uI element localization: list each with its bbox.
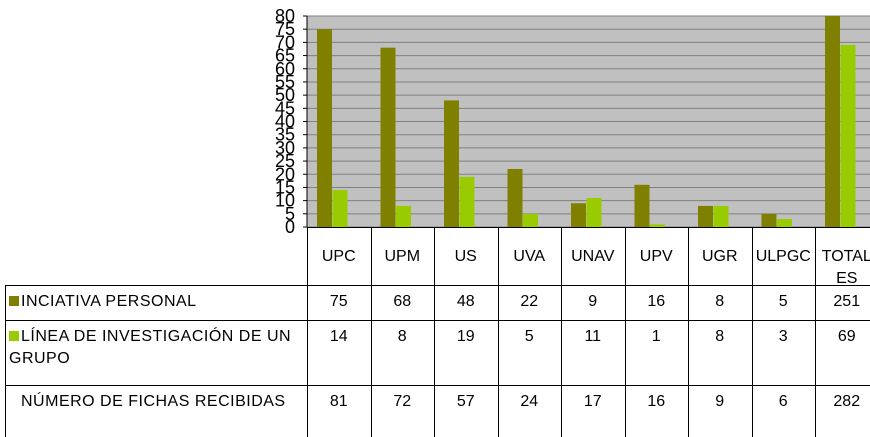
bar [332,190,348,227]
y-tick-label: 5 [285,204,295,224]
bar [713,205,729,227]
table-line [307,227,308,437]
category-label: TOTALES [821,248,870,287]
legend-entry: LÍNEA DE INVESTIGACIÓN DE UN GRUPO [9,326,301,370]
y-tick-label: 65 [275,46,295,66]
table-line [5,285,6,437]
table-value: 81 [329,393,348,410]
y-tick-label: 55 [275,72,295,92]
table-value: 5 [778,293,788,310]
legend-swatch [9,331,19,341]
table-value: 8 [397,328,407,345]
table-value: 16 [647,393,666,410]
category-label: UPM [384,248,421,265]
table-value: 17 [583,393,602,410]
bar [571,203,586,227]
table-value: 16 [647,293,666,310]
table-value: 19 [456,328,475,345]
bars [317,16,856,227]
table-value: 8 [715,293,725,310]
table-line [815,227,816,437]
category-label: US [454,248,477,265]
bar [825,16,840,227]
table-line [5,320,870,321]
table-value: 9 [715,393,725,410]
bar [459,176,475,227]
y-tick-label: 15 [275,177,295,197]
table-value: 75 [329,293,348,310]
legend-entry: NÚMERO DE FICHAS RECIBIDAS [9,391,301,413]
table-value: 282 [833,393,861,410]
bar [650,224,665,227]
legend-label: INCIATIVA PERSONAL [21,293,197,310]
table-value: 1 [651,328,661,345]
table-value: 3 [778,328,788,345]
legend-swatch [9,396,19,406]
bar [380,47,396,227]
table-line [625,227,626,437]
table-line [434,227,435,437]
table-value: 251 [833,293,861,310]
category-label: UVA [513,248,546,265]
y-tick-label: 40 [275,112,295,132]
table-value: 69 [837,328,856,345]
table-value: 8 [715,328,725,345]
category-label: UGR [701,248,738,265]
legend-swatch [9,296,19,306]
legend-entry: INCIATIVA PERSONAL [9,291,301,313]
legend-label: NÚMERO DE FICHAS RECIBIDAS [21,393,286,410]
table-line [752,227,753,437]
category-label: ULPGC [755,248,811,265]
table-value: 57 [456,393,475,410]
bar [634,184,650,227]
y-tick-label: 35 [275,125,295,145]
table-line [498,227,499,437]
table-value: 48 [456,293,475,310]
category-label: UPC [321,248,356,265]
y-tick-label: 80 [275,6,295,26]
table-line [5,385,870,386]
table-value: 9 [588,293,598,310]
table-value: 14 [329,328,348,345]
y-tick-label: 25 [275,151,295,171]
table-value: 72 [393,393,412,410]
bar [444,100,459,227]
bar [317,29,332,227]
y-tick-label: 30 [275,138,295,158]
table-line [371,227,372,437]
bar [396,205,411,227]
bar [698,205,713,227]
y-tick-label: 10 [275,191,295,211]
table-value: 24 [520,393,539,410]
y-tick-label: 70 [275,32,295,52]
table-line [307,227,870,228]
bar [586,197,602,227]
table-value: 22 [520,293,539,310]
y-tick-label: 45 [275,98,295,118]
table-value: 5 [524,328,534,345]
table-line [561,227,562,437]
table-line [688,227,689,437]
legend-label: LÍNEA DE INVESTIGACIÓN DE UN GRUPO [9,328,292,367]
table-value: 68 [393,293,412,310]
bar [507,168,523,227]
bar [523,213,538,227]
y-tick-label: 50 [275,85,295,105]
category-label: UNAV [571,248,615,265]
y-tick-label: 60 [275,59,295,79]
bar [777,219,792,227]
category-label: UPV [639,248,673,265]
y-tick-label: 20 [275,164,295,184]
bar [840,45,856,227]
table-line [5,285,870,286]
table-value: 6 [778,393,788,410]
y-tick-label: 75 [275,19,295,39]
y-tick-label: 0 [285,217,295,237]
bar [761,213,777,227]
table-value: 11 [584,328,602,345]
